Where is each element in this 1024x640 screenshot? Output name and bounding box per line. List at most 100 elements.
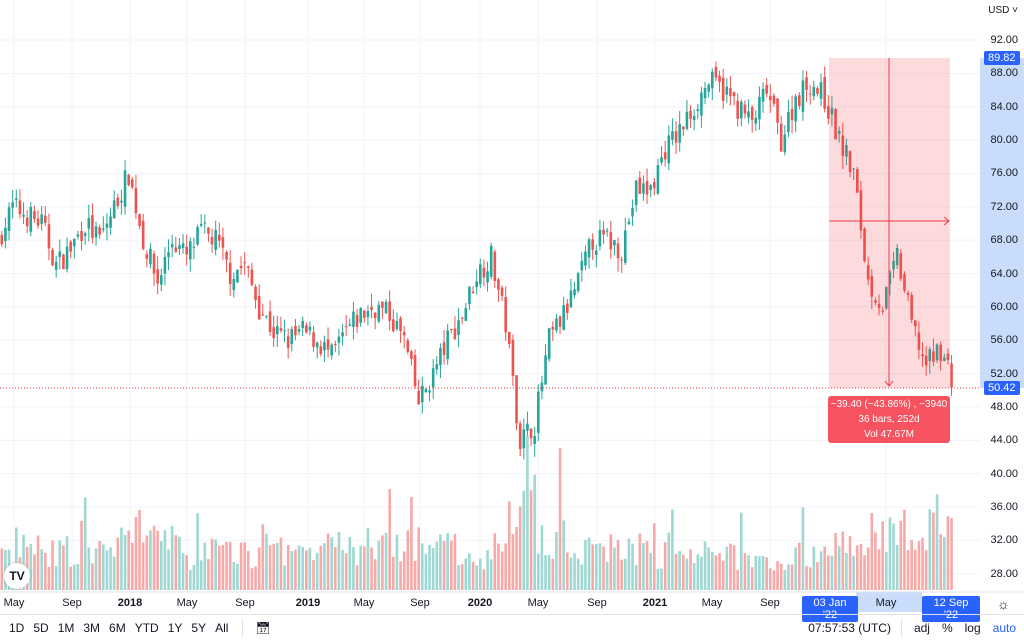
candle-body <box>308 326 312 331</box>
volume-bar <box>36 535 40 590</box>
volume-bar <box>102 544 105 590</box>
candle-body <box>576 273 580 292</box>
candle-body <box>11 202 14 208</box>
volume-bar <box>946 516 950 590</box>
percent-toggle[interactable]: % <box>941 620 953 635</box>
volume-bar <box>225 541 228 590</box>
candle-body <box>547 328 551 360</box>
volume-bar <box>189 570 192 590</box>
candle-body <box>83 233 87 236</box>
candle-body <box>370 306 373 310</box>
candle-body <box>297 328 301 332</box>
candle-body <box>131 179 134 188</box>
range-6m[interactable]: 6M <box>109 620 126 635</box>
volume-bar <box>928 509 932 590</box>
range-5d[interactable]: 5D <box>33 620 49 635</box>
candle-body <box>170 244 174 248</box>
volume-bar <box>653 523 656 590</box>
volume-bar <box>44 552 47 590</box>
candle-body <box>558 316 562 327</box>
volume-bar <box>210 538 214 590</box>
candle-body <box>18 200 22 215</box>
volume-bar <box>537 553 540 590</box>
range-3m[interactable]: 3M <box>83 620 101 635</box>
volume-bar <box>852 555 855 590</box>
candle-body <box>613 240 616 246</box>
y-tick-label: 68.00 <box>990 234 1018 247</box>
volume-bar <box>199 560 203 590</box>
volume-bar <box>33 554 36 590</box>
volume-bar <box>834 532 837 590</box>
candle-body <box>399 318 402 332</box>
range-all[interactable]: All <box>215 620 229 635</box>
volume-bar <box>533 474 536 590</box>
volume-bar <box>29 543 33 590</box>
settings-gear-icon[interactable]: ☼ <box>997 596 1010 612</box>
candle-body <box>848 151 852 173</box>
adj-toggle[interactable]: adj <box>913 620 930 635</box>
candle-body <box>4 227 7 242</box>
candle-body <box>924 355 928 366</box>
candle-body <box>174 247 178 252</box>
candle-body <box>798 95 801 106</box>
volume-bar <box>903 509 906 590</box>
volume-bar <box>914 549 917 590</box>
auto-toggle[interactable]: auto <box>992 620 1016 635</box>
candle-body <box>692 116 696 121</box>
candle-body <box>69 241 72 252</box>
candle-body <box>377 304 381 322</box>
volume-bar <box>170 525 174 590</box>
volume-bar <box>562 520 565 590</box>
candle-body <box>450 328 453 330</box>
volume-bar <box>337 532 341 590</box>
candle-body <box>428 390 431 393</box>
tradingview-logo[interactable]: TV <box>4 563 30 589</box>
volume-bar <box>917 541 921 590</box>
date-range-highlight <box>856 592 922 612</box>
candle-body <box>736 100 739 119</box>
log-toggle[interactable]: log <box>964 620 981 635</box>
goto-date-calendar-icon[interactable]: 📅︎ <box>255 620 271 635</box>
candle-body <box>787 111 790 132</box>
volume-bar <box>776 561 779 590</box>
price-chart[interactable] <box>0 0 1024 614</box>
volume-bar <box>787 564 790 590</box>
range-1d[interactable]: 1D <box>9 620 25 635</box>
volume-bar <box>874 532 877 590</box>
volume-bar <box>417 527 420 590</box>
candle-body <box>7 207 11 231</box>
candle-body <box>468 286 471 305</box>
candle-body <box>533 435 536 445</box>
range-1y[interactable]: 1Y <box>167 620 183 635</box>
volume-bar <box>544 554 547 590</box>
candle-body <box>156 269 159 284</box>
currency-selector[interactable]: USD ˅ <box>988 5 1018 16</box>
volume-bar <box>87 547 91 590</box>
candle-body <box>138 214 141 227</box>
volume-bar <box>671 509 674 590</box>
candle-body <box>424 389 428 392</box>
volume-bar <box>500 551 504 590</box>
candle-body <box>772 95 776 104</box>
start-price-tag: 89.82 <box>984 51 1020 65</box>
volume-bar <box>399 561 402 590</box>
volume-bar <box>613 547 616 590</box>
volume-bar <box>932 512 935 590</box>
volume-bar <box>848 536 852 590</box>
candle-body <box>120 200 123 203</box>
candle-body <box>750 107 754 120</box>
volume-bar <box>747 555 750 590</box>
candle-body <box>421 385 424 403</box>
candle-body <box>334 343 337 346</box>
range-5y[interactable]: 5Y <box>191 620 207 635</box>
candle-body <box>442 342 446 356</box>
volume-bar <box>265 533 268 590</box>
volume-bar <box>547 555 551 590</box>
volume-bar <box>453 533 457 590</box>
volume-bar <box>493 533 497 590</box>
range-1m[interactable]: 1M <box>57 620 75 635</box>
range-ytd[interactable]: YTD <box>134 620 159 635</box>
volume-bar <box>388 489 391 590</box>
candle-body <box>47 224 51 249</box>
candle-body <box>265 315 268 317</box>
